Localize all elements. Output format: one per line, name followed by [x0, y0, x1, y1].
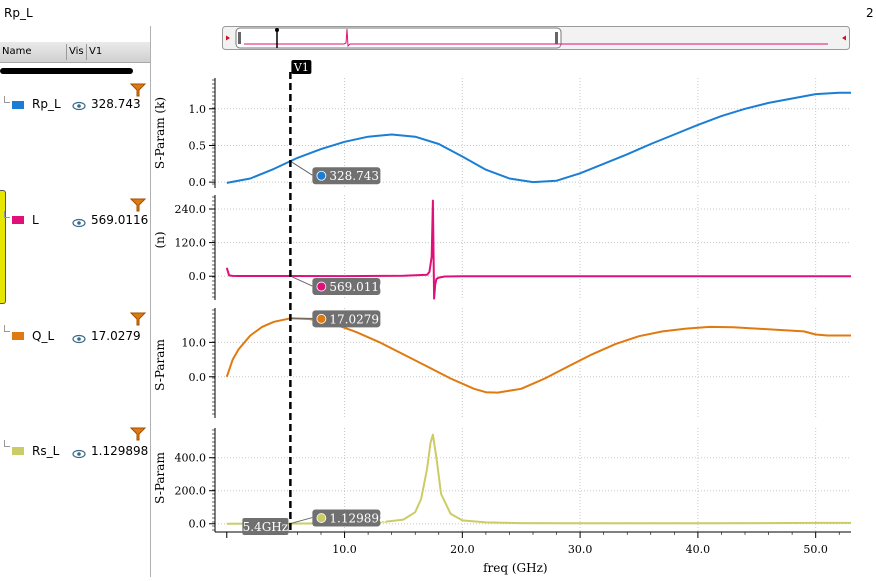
marker-dot [316, 313, 327, 324]
trace-name: Rp_L [32, 97, 61, 111]
eye-icon[interactable] [72, 97, 86, 116]
sidebar-divider[interactable] [150, 26, 151, 577]
y-tick-label: 0.0 [189, 371, 207, 384]
column-divider[interactable] [86, 44, 87, 60]
cursor-label: V1 [293, 61, 309, 74]
x-tick-label: 40.0 [686, 543, 711, 556]
plot-area[interactable]: 1.0 0.5 0.0 S-Param (k) 328.743 240.0 120.0 0.0… [150, 60, 876, 577]
series-line-rp-l[interactable] [226, 91, 851, 184]
marker-value-box[interactable] [312, 167, 381, 185]
y-tick-label: 0.0 [189, 176, 207, 189]
marker-leader-line [290, 160, 313, 176]
trace-name: Q_L [32, 329, 55, 343]
series-line-q-l[interactable] [225, 317, 851, 394]
scroll-right-icon[interactable] [842, 35, 846, 41]
marker-dot [316, 170, 327, 181]
cursor-x-value: 5.4GHz [243, 520, 288, 534]
marker-value-label: 1.129898 [329, 512, 386, 526]
tree-connector [4, 440, 10, 447]
trace-v1-value: 569.0116p [91, 213, 149, 227]
trace-color-swatch [12, 447, 24, 455]
trace-sidebar: Name Vis V1 Rp_L 328.743 L 569.0116p [0, 0, 152, 577]
y-tick-label: 10.0 [182, 336, 207, 349]
marker-value-label: 328.743 [329, 169, 379, 183]
marker-dot [316, 513, 327, 523]
overview-cursor-knob [275, 28, 279, 32]
tree-connector [4, 325, 10, 332]
range-handle-left[interactable] [238, 32, 241, 44]
y-axis-label: S-Param (k) [153, 97, 167, 169]
trace-v1-value: 1.129898 [91, 444, 149, 458]
marker-value-label: 17.0279 [329, 312, 379, 326]
y-tick-label: 0.0 [189, 518, 207, 531]
column-name[interactable]: Name [2, 46, 32, 57]
y-axis-label: S-Param [153, 339, 167, 391]
column-divider[interactable] [66, 44, 67, 60]
trace-name: L [32, 213, 39, 227]
filter-icon[interactable] [129, 82, 147, 97]
filter-icon[interactable] [129, 426, 147, 441]
y-tick-label: 1.0 [189, 103, 207, 116]
marker-value-label: 569.0116p [329, 280, 394, 294]
y-tick-label: 200.0 [175, 485, 207, 498]
cursor-x-value-box[interactable] [242, 518, 289, 535]
selection-handle[interactable] [0, 190, 6, 304]
overview-navigator[interactable] [222, 26, 850, 50]
filter-icon[interactable] [129, 197, 147, 212]
trace-color-swatch [12, 332, 24, 340]
tree-connector [4, 211, 10, 218]
x-tick-label: 10.0 [332, 543, 357, 556]
window-title: Rp_L [4, 6, 33, 20]
marker-value-box[interactable] [312, 278, 381, 296]
y-tick-label: 400.0 [175, 452, 207, 465]
x-tick-label: 30.0 [568, 543, 593, 556]
y-axis-label: (n) [153, 231, 167, 248]
x-tick-label: 20.0 [450, 543, 475, 556]
eye-icon[interactable] [72, 214, 86, 233]
eye-icon[interactable] [72, 445, 86, 464]
trace-name: Rs_L [32, 444, 60, 458]
trace-color-swatch [12, 101, 24, 109]
overview-trace [244, 28, 828, 48]
scroll-left-icon[interactable] [226, 35, 230, 41]
marker-value-box[interactable] [312, 509, 381, 527]
x-tick-label: 50.0 [803, 543, 828, 556]
marker-leader-line [290, 517, 313, 525]
series-line-rs-l[interactable] [226, 433, 851, 525]
x-axis-label: freq (GHz) [483, 561, 548, 575]
y-axis-label: S-Param [153, 452, 167, 504]
range-handle-right[interactable] [555, 32, 558, 44]
y-tick-label: 120.0 [175, 237, 207, 250]
trace-v1-value: 17.0279 [91, 329, 141, 343]
filter-icon[interactable] [129, 311, 147, 326]
trace-v1-value: 328.743 [91, 97, 141, 111]
column-vis[interactable]: Vis [69, 46, 84, 57]
page-number: 2 [866, 6, 874, 20]
trace-color-swatch [12, 216, 24, 224]
marker-value-box[interactable] [312, 310, 381, 328]
overview-selection-window[interactable] [235, 27, 562, 49]
eye-icon[interactable] [72, 330, 86, 349]
sidebar-column-header [0, 42, 150, 63]
series-line-l[interactable] [225, 199, 851, 300]
y-tick-label: 0.5 [189, 139, 207, 152]
sidebar-scrollbar[interactable] [0, 68, 133, 74]
marker-leader-line [290, 275, 313, 287]
cursor-label-box[interactable] [291, 60, 312, 74]
marker-dot [316, 281, 327, 292]
column-v1[interactable]: V1 [89, 46, 103, 57]
y-tick-label: 0.0 [189, 270, 207, 283]
tree-connector [4, 96, 10, 103]
y-tick-label: 240.0 [175, 203, 207, 216]
